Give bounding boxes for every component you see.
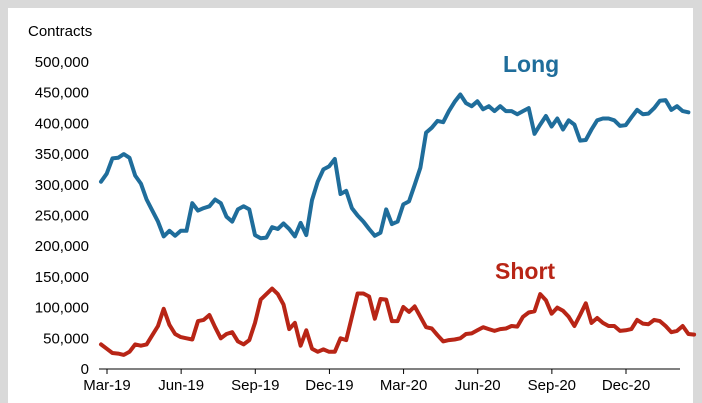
y-tick-label: 400,000	[35, 115, 89, 132]
short-series-line	[99, 286, 697, 357]
x-tick-label: Jun-20	[455, 377, 501, 394]
y-tick-label: 200,000	[35, 238, 89, 255]
y-tick-label: 300,000	[35, 177, 89, 194]
x-tick-label: Sep-20	[528, 377, 576, 394]
y-tick-label: 0	[81, 361, 89, 378]
y-tick-label: 500,000	[35, 54, 89, 71]
x-tick-label: Sep-19	[231, 377, 279, 394]
x-tick-label: Jun-19	[158, 377, 204, 394]
long-series-label: Long	[503, 51, 559, 77]
long-series-line	[99, 92, 691, 241]
x-tick-label: Mar-19	[83, 377, 131, 394]
x-tick-label: Dec-19	[305, 377, 353, 394]
y-tick-label: 150,000	[35, 269, 89, 286]
y-tick-label: 250,000	[35, 208, 89, 225]
y-tick-label: 100,000	[35, 300, 89, 317]
y-tick-label: 50,000	[43, 330, 89, 347]
y-tick-label: 350,000	[35, 146, 89, 163]
y-axis-unit-label: Contracts	[28, 23, 92, 40]
short-series-label: Short	[495, 258, 555, 284]
x-tick-label: Mar-20	[380, 377, 428, 394]
y-tick-label: 450,000	[35, 85, 89, 102]
x-tick-label: Dec-20	[602, 377, 650, 394]
plot-area	[99, 92, 697, 374]
